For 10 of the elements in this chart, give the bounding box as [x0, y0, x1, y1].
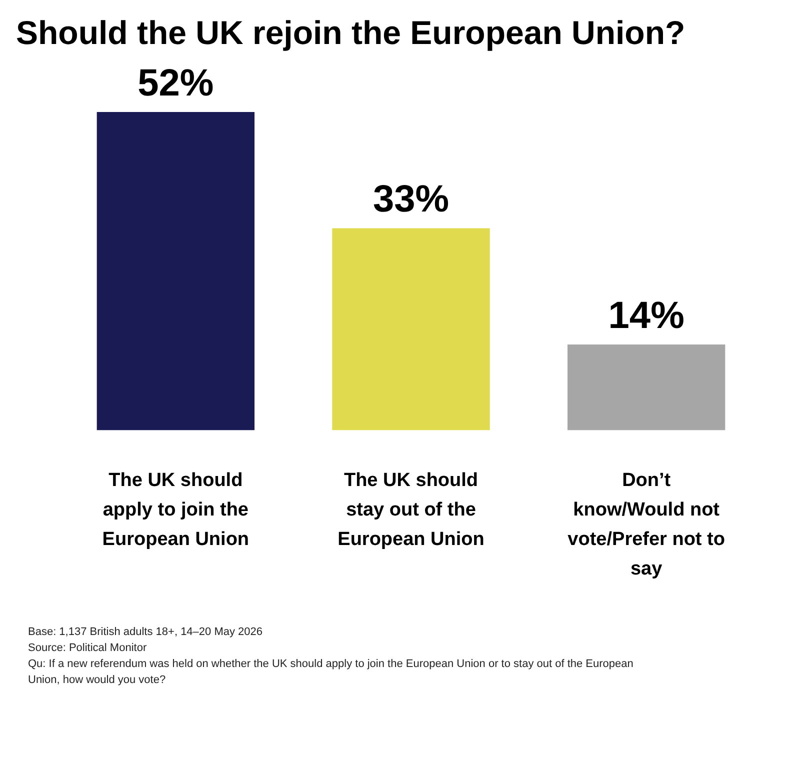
x-tick-label: Don’t know/Would not vote/Prefer not to say	[568, 470, 725, 580]
data-label: 33%	[372, 178, 450, 221]
text: Qu: If a new referendum was held on whether the UK should apply to join the European Union or to stay out of the European Union, how would you vote?	[28, 657, 634, 688]
chart-title: Should the UK rejoin the European Union?	[15, 13, 686, 52]
source-note: Source: Political Monitor	[28, 641, 148, 656]
x-tick-label: The UK should stay out of the European Union	[338, 470, 484, 550]
x-tick-label: The UK should apply to join the European Union	[102, 470, 250, 550]
data-label: 14%	[608, 295, 684, 338]
data-label: 52%	[138, 62, 214, 104]
text: Base: 1,137 British adults 18+, 14–20 May 2026	[28, 625, 264, 640]
